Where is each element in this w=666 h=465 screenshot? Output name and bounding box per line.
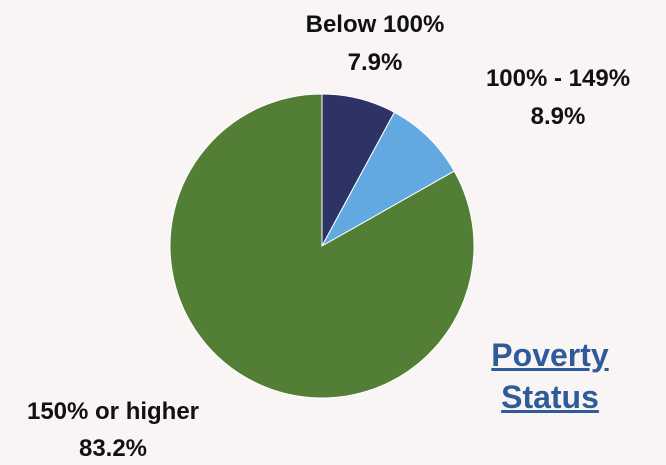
chart-title: Poverty Status [470,334,630,418]
slice-value-150-or-higher: 83.2% [79,435,147,462]
chart-title-line-2: Status [501,379,599,415]
slice-label-below-100: Below 100% [306,11,445,38]
slice-label-100-149: 100% - 149% [486,65,630,92]
pie-slice-150-or-higher [169,93,475,399]
slice-value-100-149: 8.9% [531,103,586,130]
slice-value-below-100: 7.9% [348,49,403,76]
chart-title-line-1: Poverty [491,337,609,373]
pie-slices [169,93,475,399]
pie-slice-100-149 [320,111,455,248]
slice-label-150-or-higher: 150% or higher [27,398,199,425]
